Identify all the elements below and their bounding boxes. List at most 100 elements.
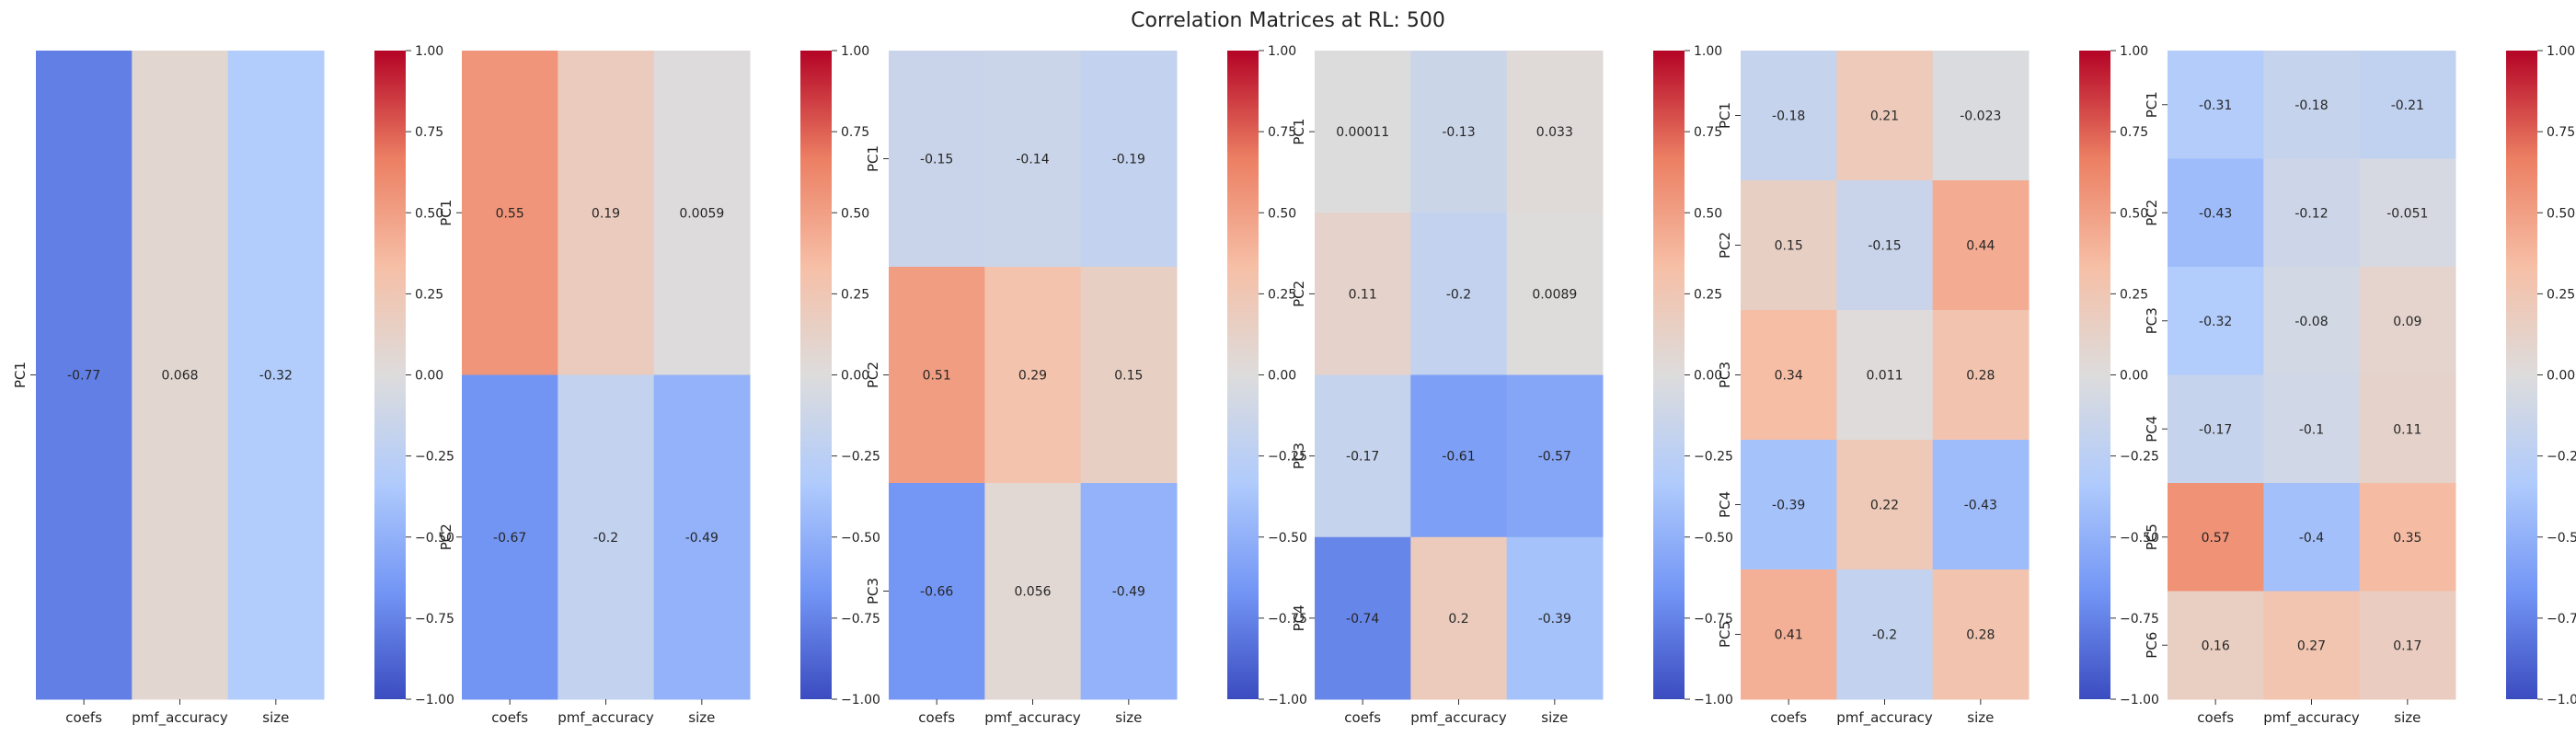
heatmap-cell [1741,51,1837,181]
x-tick-label: coefs [2197,709,2234,726]
heatmap-panel-4: 0.00011 -0.13 0.033 0.11 -0.2 0.0089 -0.17 -0.6… [1291,44,1733,727]
heatmap-cell [2263,374,2361,484]
heatmap-cell [1741,569,1837,700]
y-tick-label: PC2 [1291,281,1307,307]
cell-value-label: -0.19 [1112,153,1145,167]
colorbar-tick-label: 0.75 [2120,125,2148,140]
y-tick-label: PC2 [2144,200,2160,226]
colorbar-tick-label: 0.00 [415,369,443,384]
colorbar-tick-label: 0.25 [2547,287,2575,302]
colorbar-tick-label: −1.00 [2120,693,2159,707]
cell-value-label: 0.57 [2202,531,2230,546]
cell-value-label: -0.49 [685,531,719,546]
x-tick-label: pmf_accuracy [1410,709,1507,727]
y-tick-label: PC1 [1291,119,1307,145]
heatmap-cell [2168,374,2264,484]
cell-value-label: -0.2 [1446,287,1471,302]
heatmap-cell [889,51,985,268]
heatmap-cell [1506,536,1604,700]
cell-value-label: -0.4 [2299,531,2324,546]
cell-value-label: -0.43 [1964,499,1997,513]
heatmap-panel-6: -0.31 -0.18 -0.21 -0.43 -0.12 -0.051 -0.32 -0.0… [2144,44,2576,727]
heatmap-cell [653,51,751,375]
colorbar-tick-label: 0.50 [1268,206,1296,221]
cell-value-label: 0.19 [592,206,620,221]
cell-value-label: 0.35 [2393,531,2421,546]
cell-value-label: 0.15 [1114,369,1143,384]
cell-value-label: 0.28 [1966,369,1995,384]
colorbar-tick-label: −0.75 [2547,612,2576,627]
colorbar-tick-label: 1.00 [841,44,869,59]
heatmap-panel-5: -0.18 0.21 -0.023 0.15 -0.15 0.44 0.34 0.011 0.2… [1717,44,2159,727]
cell-value-label: 0.0089 [1532,287,1577,302]
cell-value-label: -0.14 [1016,153,1049,167]
x-tick-label: pmf_accuracy [558,709,654,727]
heatmap-cell [1315,213,1411,375]
colorbar-tick-label: −0.75 [1268,612,1307,627]
y-tick-label: PC2 [438,523,454,550]
cell-value-label: 0.27 [2297,638,2326,653]
colorbar [800,51,832,699]
heatmap-cell [1932,180,2030,311]
heatmap-cell [1080,51,1178,268]
colorbar-tick-label: 0.75 [1694,125,1722,140]
heatmap-cell [653,374,751,700]
cell-value-label: -0.1 [2299,422,2324,437]
y-tick-label: PC1 [865,145,881,172]
colorbar-tick-label: −0.75 [841,612,880,627]
colorbar-tick-label: −0.25 [841,450,880,465]
colorbar-tick-label: 1.00 [2120,44,2148,59]
cell-value-label: -0.21 [2391,98,2424,113]
heatmap-panel-1: -0.77 0.068 -0.32 coefs pmf_accuracy size PC1 1… [12,44,454,727]
heatmap-cell [1315,51,1411,213]
heatmap-cell [1932,440,2030,570]
colorbar-tick-label: 0.00 [841,369,869,384]
colorbar-tick-label: −0.50 [2120,531,2159,546]
colorbar-tick-label: 0.25 [841,287,869,302]
y-tick-label: PC2 [1717,232,1733,259]
cell-value-label: 0.28 [1966,628,1995,643]
x-tick-label: size [1967,709,1994,726]
y-tick-label: PC5 [1717,621,1733,648]
cell-value-label: -0.39 [1772,499,1805,513]
x-tick-label: size [688,709,715,726]
heatmap-cell [558,374,655,700]
colorbar [374,51,406,699]
heatmap-cell [1315,536,1411,700]
cell-value-label: -0.57 [1538,450,1571,465]
cell-value-label: -0.39 [1538,612,1571,627]
heatmap-cell [558,51,655,375]
heatmap-cell [462,51,558,375]
colorbar-tick-label: 0.00 [2547,369,2575,384]
y-tick-label: PC6 [2144,632,2160,659]
cell-value-label: -0.051 [2386,206,2428,221]
heatmap-cell [984,483,1082,700]
cell-value-label: -0.17 [2199,422,2232,437]
heatmap-cell [2359,591,2456,700]
x-tick-label: coefs [491,709,528,726]
y-tick-label: PC4 [1291,604,1307,631]
colorbar-tick-label: −0.75 [1694,612,1733,627]
colorbar-tick-label: −0.25 [1694,450,1733,465]
colorbar-tick-label: −0.25 [1268,450,1307,465]
cell-value-label: 0.34 [1775,369,1803,384]
cell-value-label: -0.18 [2294,98,2328,113]
y-tick-label: PC4 [1717,491,1733,518]
cell-value-label: -0.18 [1772,109,1805,124]
heatmap-cell [36,51,132,700]
heatmap-cell [1836,569,1934,700]
x-tick-label: size [2394,709,2421,726]
colorbar-tick-label: 1.00 [1268,44,1296,59]
heatmap-cell [889,267,985,484]
cell-value-label: 0.55 [496,206,524,221]
cell-value-label: -0.31 [2199,98,2232,113]
colorbar-tick-label: 0.50 [1694,206,1722,221]
heatmap-cell [2263,267,2361,375]
heatmap-cell [227,51,325,700]
colorbar-tick-label: −1.00 [415,693,454,707]
colorbar-tick-label: −0.25 [2120,450,2159,465]
colorbar-tick-label: 1.00 [1694,44,1722,59]
cell-value-label: -0.32 [2199,315,2232,329]
heatmap-cell [1741,180,1837,311]
